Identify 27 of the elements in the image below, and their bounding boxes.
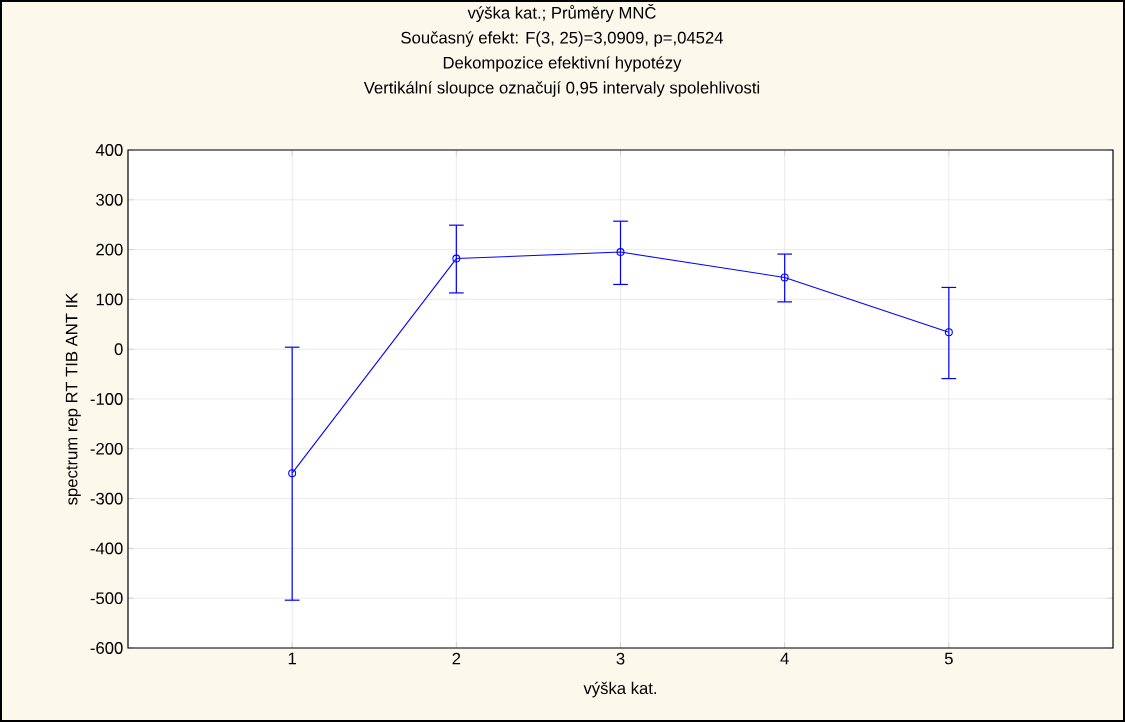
y-tick-label: 400 <box>95 144 123 156</box>
y-tick-label: -200 <box>90 442 123 455</box>
y-tick-label: -100 <box>90 393 123 405</box>
y-tick-label: -600 <box>90 642 123 654</box>
point <box>944 328 953 337</box>
point <box>616 248 625 257</box>
x-tick-label: 2 <box>452 652 461 665</box>
x-tick-label: 4 <box>780 652 789 665</box>
y-tick-label: 200 <box>96 243 123 256</box>
y-tick-label: 0 <box>114 343 123 356</box>
point <box>452 254 461 263</box>
x-tick-label: 5 <box>944 652 953 665</box>
y-tick-label: -500 <box>90 592 123 605</box>
x-axis-title: výška kat. <box>583 681 657 698</box>
x-tick-label: 3 <box>616 652 625 665</box>
point <box>780 273 789 282</box>
y-tick-label: -400 <box>90 542 123 555</box>
x-tick-label: 1 <box>288 652 296 665</box>
text: Vertikální sloupce označují 0,95 intervaly spolehlivosti <box>363 81 760 97</box>
chart-title: výška kat.; Průměry MNČ <box>467 3 656 22</box>
text: Dekompozice efektivní hypotézy <box>443 56 682 72</box>
point <box>288 469 297 478</box>
y-tick-label: -300 <box>90 492 123 505</box>
y-tick-label: 300 <box>96 193 123 206</box>
y-axis-title: spectrum rep RT TIB ANT IK <box>65 292 81 505</box>
y-tick-label: 100 <box>96 293 123 306</box>
chart-subtitle: Současný efekt: F(3, 25)=3,0909, p=,04524 <box>401 31 724 47</box>
